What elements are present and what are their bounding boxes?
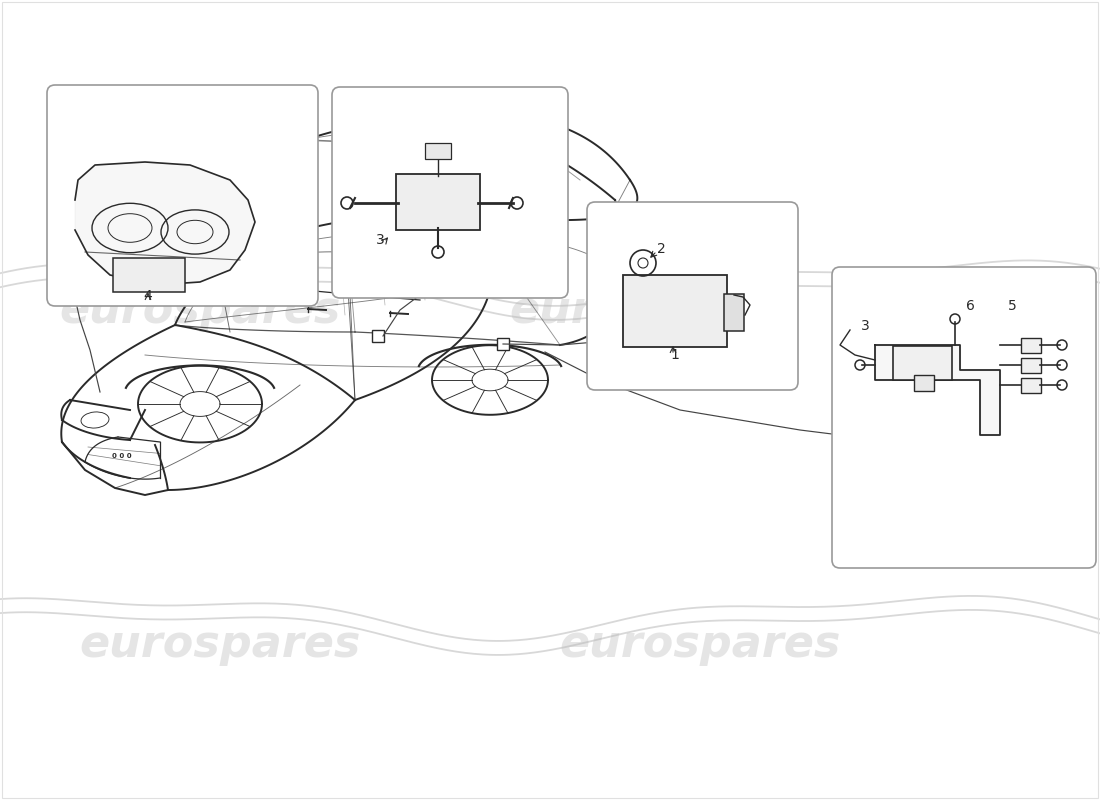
FancyBboxPatch shape [1021,358,1041,373]
FancyBboxPatch shape [113,258,185,292]
Polygon shape [874,345,1000,435]
Text: 2: 2 [657,242,665,256]
FancyBboxPatch shape [47,85,318,306]
FancyBboxPatch shape [497,338,509,350]
FancyBboxPatch shape [623,275,727,347]
FancyBboxPatch shape [832,267,1096,568]
FancyBboxPatch shape [587,202,797,390]
FancyBboxPatch shape [1021,338,1041,353]
Text: 5: 5 [1008,299,1016,313]
Text: 4: 4 [144,289,153,303]
FancyBboxPatch shape [332,87,568,298]
FancyBboxPatch shape [914,375,934,391]
FancyBboxPatch shape [893,346,952,380]
Text: eurospares: eurospares [79,623,361,666]
Text: 3: 3 [375,233,384,247]
Text: 1: 1 [671,348,680,362]
FancyBboxPatch shape [425,143,451,159]
Text: 3: 3 [860,319,869,333]
FancyBboxPatch shape [372,330,384,342]
Text: 0 0 0: 0 0 0 [112,453,132,459]
FancyBboxPatch shape [1021,378,1041,393]
Text: eurospares: eurospares [559,623,840,666]
Polygon shape [75,162,255,285]
Text: 6: 6 [966,299,975,313]
FancyBboxPatch shape [724,294,744,331]
Text: eurospares: eurospares [59,289,341,331]
Text: eurospares: eurospares [509,289,791,331]
FancyBboxPatch shape [396,174,480,230]
